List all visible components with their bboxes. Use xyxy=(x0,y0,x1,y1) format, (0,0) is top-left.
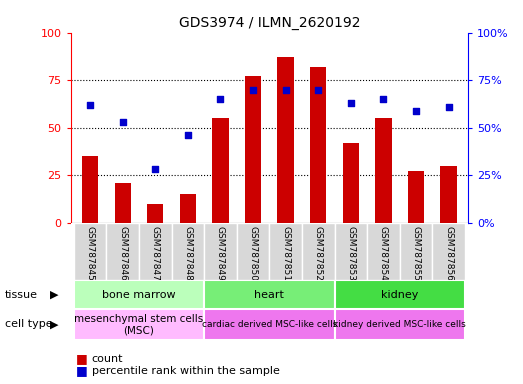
Text: GSM787846: GSM787846 xyxy=(118,226,127,280)
Point xyxy=(314,87,322,93)
Text: percentile rank within the sample: percentile rank within the sample xyxy=(92,366,279,376)
Text: heart: heart xyxy=(254,290,285,300)
Bar xyxy=(204,309,335,340)
Bar xyxy=(147,204,164,223)
Bar xyxy=(74,309,204,340)
Bar xyxy=(74,223,107,280)
Bar xyxy=(269,223,302,280)
Point xyxy=(151,166,160,172)
Bar xyxy=(432,223,465,280)
Bar xyxy=(139,223,172,280)
Point xyxy=(184,132,192,138)
Bar xyxy=(310,67,326,223)
Text: GSM787855: GSM787855 xyxy=(412,226,420,281)
Text: GSM787851: GSM787851 xyxy=(281,226,290,281)
Text: GSM787856: GSM787856 xyxy=(444,226,453,281)
Bar xyxy=(335,223,367,280)
Text: GSM787848: GSM787848 xyxy=(184,226,192,280)
Text: GSM787845: GSM787845 xyxy=(86,226,95,280)
Text: GSM787852: GSM787852 xyxy=(314,226,323,280)
Bar xyxy=(408,171,424,223)
Text: kidney: kidney xyxy=(381,290,418,300)
Text: cardiac derived MSC-like cells: cardiac derived MSC-like cells xyxy=(202,320,337,329)
Bar xyxy=(245,76,261,223)
Point xyxy=(249,87,257,93)
Bar xyxy=(204,280,335,309)
Bar xyxy=(367,223,400,280)
Text: cell type: cell type xyxy=(5,319,53,329)
Bar xyxy=(212,118,229,223)
Bar xyxy=(335,280,465,309)
Text: tissue: tissue xyxy=(5,290,38,300)
Bar xyxy=(82,156,98,223)
Bar xyxy=(278,57,294,223)
Point xyxy=(445,104,453,110)
Text: count: count xyxy=(92,354,123,364)
Bar xyxy=(180,194,196,223)
Bar xyxy=(204,223,237,280)
Bar xyxy=(440,166,457,223)
Bar xyxy=(343,143,359,223)
Bar xyxy=(400,223,432,280)
Text: mesenchymal stem cells
(MSC): mesenchymal stem cells (MSC) xyxy=(74,314,203,335)
Point xyxy=(86,102,94,108)
Bar xyxy=(237,223,269,280)
Point xyxy=(347,100,355,106)
Text: bone marrow: bone marrow xyxy=(102,290,176,300)
Text: GSM787847: GSM787847 xyxy=(151,226,160,280)
Point xyxy=(379,96,388,102)
Point xyxy=(281,87,290,93)
Text: GSM787854: GSM787854 xyxy=(379,226,388,280)
Bar xyxy=(107,223,139,280)
Text: GSM787853: GSM787853 xyxy=(346,226,355,281)
Bar xyxy=(74,280,204,309)
Bar xyxy=(115,183,131,223)
Text: ▶: ▶ xyxy=(50,290,58,300)
Text: GSM787850: GSM787850 xyxy=(248,226,257,281)
Title: GDS3974 / ILMN_2620192: GDS3974 / ILMN_2620192 xyxy=(178,16,360,30)
Bar xyxy=(172,223,204,280)
Text: kidney derived MSC-like cells: kidney derived MSC-like cells xyxy=(333,320,466,329)
Bar xyxy=(375,118,392,223)
Text: ▶: ▶ xyxy=(50,319,58,329)
Text: ■: ■ xyxy=(76,353,87,366)
Text: GSM787849: GSM787849 xyxy=(216,226,225,280)
Point xyxy=(119,119,127,125)
Bar xyxy=(302,223,335,280)
Bar xyxy=(335,309,465,340)
Point xyxy=(217,96,225,102)
Text: ■: ■ xyxy=(76,364,87,377)
Point xyxy=(412,108,420,114)
